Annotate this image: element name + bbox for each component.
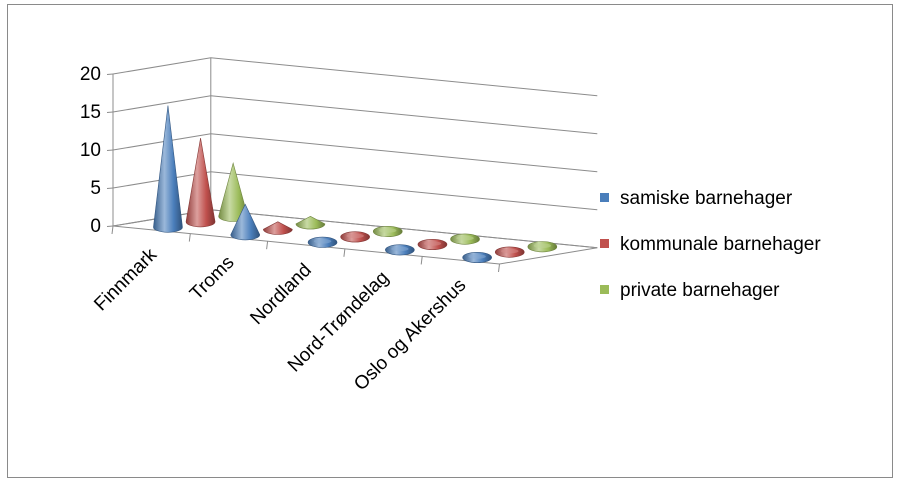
y-tick <box>106 225 114 227</box>
x-tick <box>266 241 269 250</box>
cone-mark <box>307 236 338 248</box>
x-tick <box>111 225 114 235</box>
cone-mark <box>417 239 448 251</box>
cone-mark <box>295 215 326 230</box>
cone-mark <box>153 105 183 233</box>
legend-swatch <box>600 285 609 294</box>
y-tick <box>106 111 114 113</box>
legend-item: private barnehager <box>600 280 780 301</box>
y-tick <box>106 187 114 189</box>
chart-frame <box>7 4 893 478</box>
legend: samiske barnehager kommunale barnehager pr… <box>600 188 821 301</box>
y-tick-label: 20 <box>80 64 101 85</box>
legend-label: kommunale barnehager <box>620 234 821 255</box>
x-tick <box>420 256 423 265</box>
y-tick <box>106 149 114 151</box>
y-axis: 0 5 10 15 20 <box>80 64 114 237</box>
x-tick <box>343 248 346 257</box>
cone-mark <box>372 226 403 238</box>
legend-item: samiske barnehager <box>600 188 793 209</box>
chart-marks <box>153 105 558 264</box>
x-tick-label: Troms <box>186 252 238 304</box>
legend-swatch <box>600 239 609 248</box>
y-tick <box>106 73 114 75</box>
cone-mark <box>230 203 261 241</box>
y-tick-label: 15 <box>80 102 101 123</box>
cone-mark <box>263 221 293 235</box>
legend-label: samiske barnehager <box>620 188 793 209</box>
gridline <box>112 57 598 97</box>
cone-mark <box>494 246 525 258</box>
gridline <box>112 133 598 173</box>
legend-swatch <box>600 193 609 202</box>
cone-mark <box>340 231 370 243</box>
cone-mark <box>527 241 558 253</box>
cone-mark <box>385 244 415 256</box>
x-tick-label: Nordland <box>246 260 315 329</box>
legend-item: kommunale barnehager <box>600 234 821 255</box>
y-tick-label: 5 <box>90 178 101 199</box>
legend-label: private barnehager <box>620 280 780 301</box>
y-tick-label: 0 <box>90 216 101 237</box>
cone-mark <box>462 252 492 264</box>
gridline <box>112 171 598 211</box>
x-tick <box>188 233 191 242</box>
gridline <box>112 95 598 135</box>
x-tick <box>498 263 500 273</box>
x-tick-label: Finnmark <box>90 244 161 315</box>
y-tick-label: 10 <box>80 140 101 161</box>
cone-mark <box>450 233 480 245</box>
x-axis: Finnmark Troms NordlandNord-TrøndelagOslo … <box>90 225 500 395</box>
cone-mark <box>185 138 216 228</box>
